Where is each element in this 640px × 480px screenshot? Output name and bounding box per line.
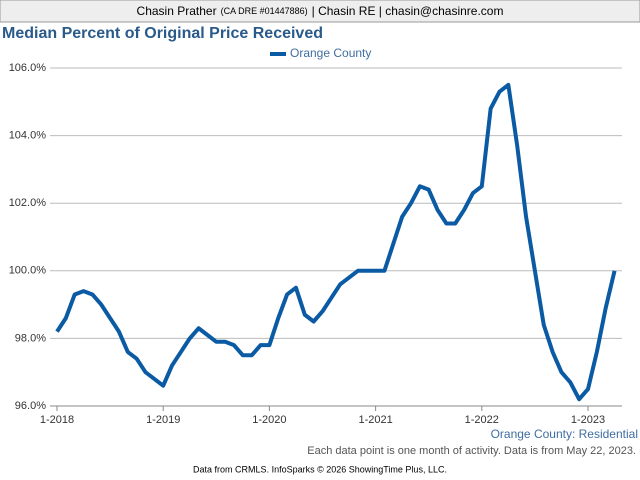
x-tick-label: 1-2023 — [571, 414, 605, 426]
chart-title: Median Percent of Original Price Receive… — [2, 25, 323, 42]
x-tick-label: 1-2020 — [252, 414, 286, 426]
note: Each data point is one month of activity… — [307, 445, 636, 457]
header: Chasin Prather (CA DRE #01447886) | Chasin… — [137, 4, 504, 18]
x-tick-label: 1-2018 — [40, 414, 74, 426]
subtitle: Orange County: Residential — [491, 427, 638, 441]
header-name: Chasin Prather — [137, 4, 217, 18]
footer: Data from CRMLS. InfoSparks © 2026 Showi… — [193, 464, 447, 474]
y-tick-label: 104.0% — [9, 130, 47, 142]
x-tick-label: 1-2019 — [146, 414, 180, 426]
x-tick-label: 1-2022 — [465, 414, 499, 426]
y-tick-label: 96.0% — [15, 400, 46, 412]
series-line — [55, 82, 617, 402]
y-tick-label: 102.0% — [9, 197, 47, 209]
y-tick-label: 100.0% — [9, 265, 47, 277]
header-license: (CA DRE #01447886) — [221, 6, 308, 16]
y-tick-label: 106.0% — [9, 62, 47, 74]
legend-label: Orange County — [290, 46, 371, 60]
header-rest: | Chasin RE | chasin@chasinre.com — [312, 4, 504, 18]
header-bar — [0, 0, 640, 23]
x-tick-label: 1-2021 — [358, 414, 392, 426]
y-tick-label: 98.0% — [15, 332, 46, 344]
